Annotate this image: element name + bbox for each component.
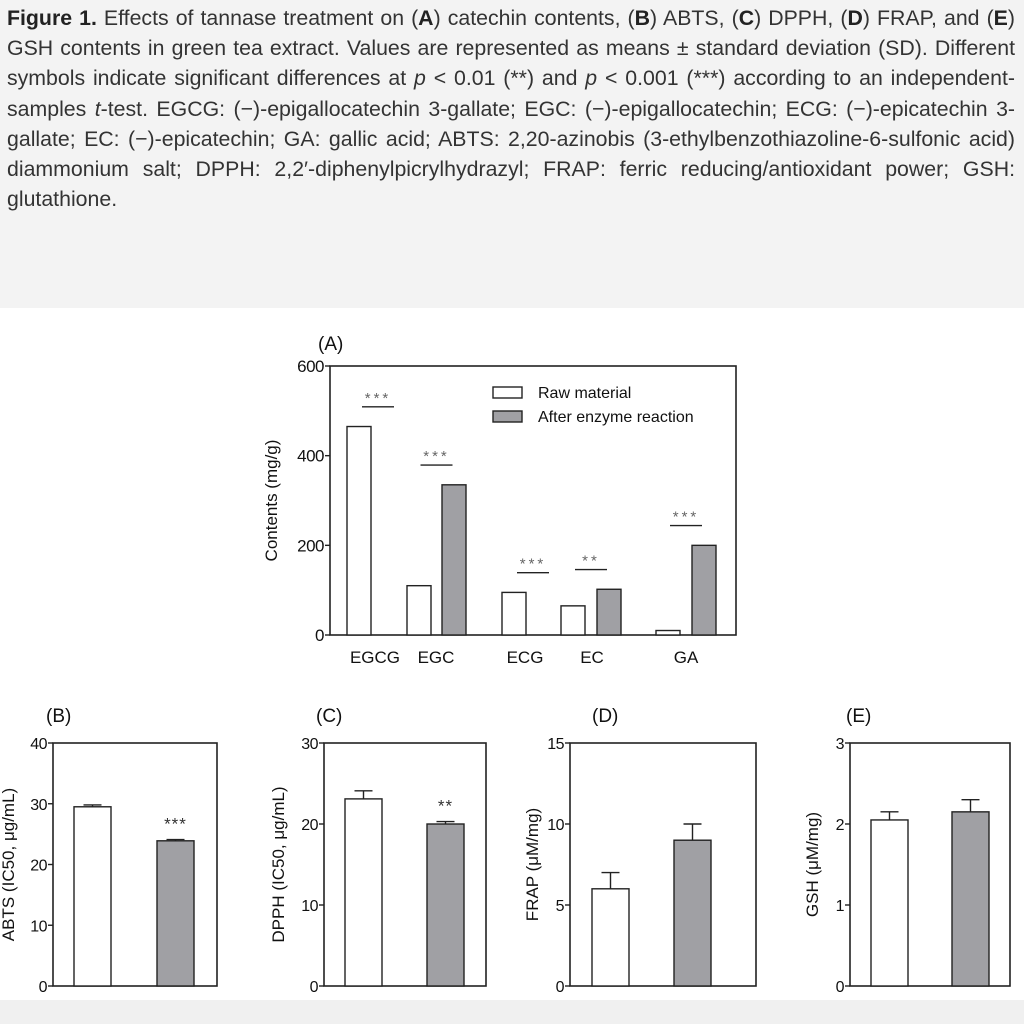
y-tick-label: 0 [556, 979, 565, 996]
panel-label: (A) [318, 334, 343, 355]
y-tick-label: 2 [836, 817, 845, 834]
bar-raw-material [344, 798, 383, 987]
y-axis-title: FRAP (μM/mg) [523, 808, 542, 921]
y-tick-label: 0 [836, 979, 845, 996]
caption-segment: C [738, 6, 755, 30]
y-tick-label: 10 [547, 817, 564, 834]
plot-frame [323, 742, 487, 987]
y-tick-label: 40 [30, 736, 47, 753]
significance-stars: ** [582, 553, 600, 570]
bar-raw-material [501, 591, 527, 636]
x-tick-label: EC [580, 648, 604, 667]
figure-caption: Figure 1. Effects of tannase treatment o… [7, 3, 1015, 214]
y-axis-title: ABTS (IC50, μg/mL) [0, 788, 18, 941]
x-tick-label: GA [674, 648, 699, 667]
x-tick-label: ECG [507, 648, 544, 667]
bottom-strip [0, 1000, 1024, 1024]
caption-segment: ) catechin contents, ( [433, 6, 635, 30]
significance-stars: *** [520, 556, 547, 573]
bar-after-enzyme [426, 823, 465, 987]
legend-label-after: After enzyme reaction [538, 409, 694, 426]
y-tick-label: 10 [301, 898, 318, 915]
y-tick-label: 20 [30, 858, 47, 875]
bar-after-enzyme [441, 484, 467, 636]
y-tick-label: 10 [30, 918, 47, 935]
bar-after-enzyme [156, 840, 195, 987]
bar-raw-material [406, 584, 432, 636]
x-tick-label: EGC [418, 648, 455, 667]
y-tick-label: 0 [310, 979, 319, 996]
bar-after-enzyme [673, 839, 712, 987]
caption-segment: ) ABTS, ( [650, 6, 739, 30]
caption-segment: p [585, 66, 598, 91]
bar-raw-material [591, 888, 630, 987]
y-tick-label: 30 [301, 736, 318, 753]
y-axis-title: GSH (μM/mg) [803, 812, 822, 917]
caption-segment: D [847, 6, 863, 30]
significance-stars: *** [423, 448, 450, 465]
x-tick-label: EGCG [350, 648, 400, 667]
y-axis-title: Contents (mg/g) [262, 440, 281, 562]
caption-segment: t [94, 96, 101, 121]
panel-label: (D) [592, 706, 618, 727]
panel-label: (C) [316, 706, 342, 727]
caption-segment: < 0.01 (**) and [425, 66, 586, 91]
y-tick-label: 400 [297, 447, 324, 466]
plot-frame [849, 742, 1011, 987]
plot-frame [329, 365, 737, 636]
y-tick-label: 3 [836, 736, 845, 753]
caption-segment: ) DPPH, ( [754, 6, 848, 30]
caption-segment: ) FRAP, and ( [862, 6, 994, 30]
bar-after-enzyme [691, 544, 717, 636]
caption-segment: ) GSH contents in green tea extract. Val… [7, 6, 1015, 91]
y-tick-label: 1 [836, 898, 845, 915]
significance-stars: *** [673, 509, 700, 526]
caption-background: Figure 1. Effects of tannase treatment o… [0, 0, 1024, 308]
caption-segment: -test. EGCG: (−)-epigallocatechin 3-gall… [7, 96, 1016, 212]
panel-label: (B) [46, 706, 71, 727]
caption-segment: p [414, 66, 426, 91]
bar-raw-material [560, 605, 586, 636]
caption-segment: Effects of tannase treatment on ( [96, 6, 419, 30]
significance-stars: *** [365, 390, 392, 407]
y-tick-label: 600 [297, 357, 324, 376]
caption-segment: Figure 1. [7, 6, 97, 30]
bar-raw-material [870, 819, 909, 987]
bar-after-enzyme [951, 811, 990, 987]
y-axis-title: DPPH (IC50, μg/mL) [269, 786, 288, 942]
caption-segment: E [993, 6, 1008, 30]
legend-label-raw: Raw material [538, 385, 631, 402]
y-tick-label: 20 [301, 817, 318, 834]
legend-swatch-raw [492, 386, 523, 399]
y-tick-label: 0 [315, 626, 324, 645]
y-tick-label: 0 [39, 979, 48, 996]
y-tick-label: 15 [547, 736, 564, 753]
y-tick-label: 5 [556, 898, 565, 915]
caption-segment: A [418, 6, 434, 30]
panel-label: (E) [846, 706, 871, 727]
y-tick-label: 200 [297, 536, 324, 555]
caption-segment: B [634, 6, 651, 30]
significance-stars: ** [438, 797, 453, 816]
significance-stars: *** [164, 815, 187, 834]
bar-after-enzyme [596, 588, 622, 636]
legend-swatch-after [492, 410, 523, 423]
bar-raw-material [73, 806, 112, 987]
caption-segment: < 0.001 (***) according to an independen… [7, 66, 1015, 121]
bar-raw-material [655, 629, 681, 636]
bar-raw-material [346, 425, 372, 636]
y-tick-label: 30 [30, 797, 47, 814]
plot-frame [569, 742, 757, 987]
